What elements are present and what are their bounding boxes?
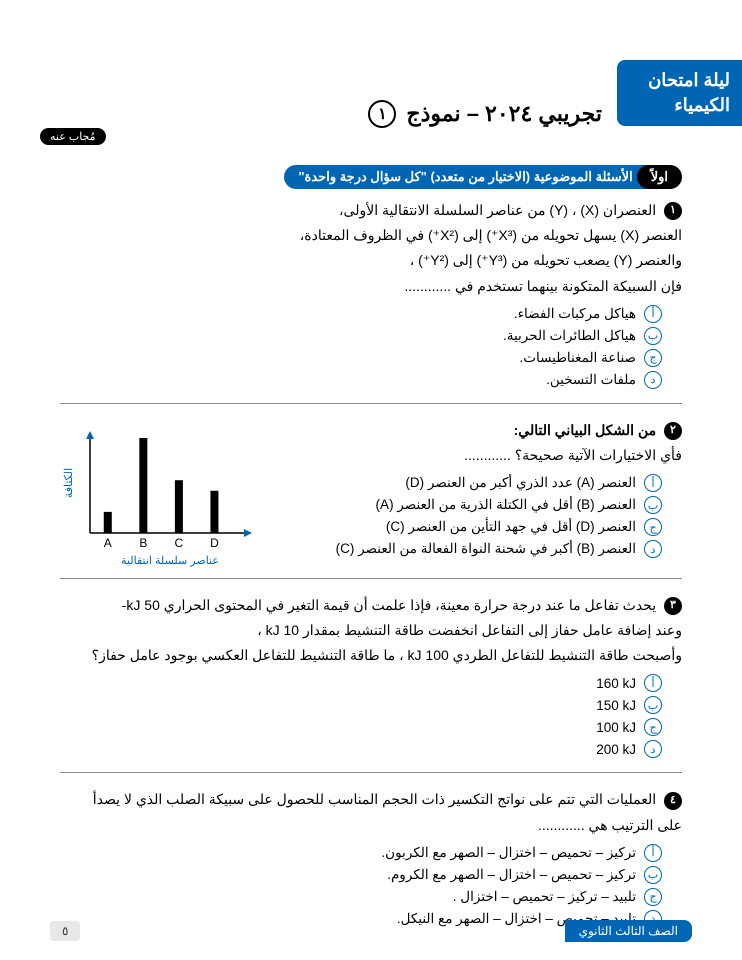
q3-text: ٣ يحدث تفاعل ما عند درجة حرارة معينة، فإ… <box>60 593 682 669</box>
section-label-dark: اولاً <box>637 165 682 189</box>
footer: الصف الثالث الثانوي ٥ <box>0 920 742 942</box>
opt-letter: ج <box>644 349 662 367</box>
q2-options: أ العنصر (A) عدد الذري أكبر من العنصر (D)… <box>280 474 682 558</box>
q1-option-b[interactable]: ب هياكل الطائرات الحربية. <box>60 327 662 345</box>
q3-option-b[interactable]: ب 150 kJ <box>60 696 662 714</box>
svg-text:D: D <box>210 536 219 550</box>
q1-option-d[interactable]: د ملفات التسخين. <box>60 371 662 389</box>
q1-text: ١ العنصران (X) ، (Y) من عناصر السلسلة ال… <box>60 198 682 299</box>
svg-text:A: A <box>104 536 112 550</box>
opt-letter: ب <box>644 496 662 514</box>
bar-chart: A B C D عناصر سلسلة انتقالية الكثافة <box>60 418 260 568</box>
q2-number: ٢ <box>664 422 682 440</box>
q2-sub: فأي الاختيارات الآتية صحيحة؟ ...........… <box>464 447 682 463</box>
q4-opt-a-text: تركيز – تحميص – اختزال – الصهر مع الكربو… <box>381 845 636 861</box>
q3-line3: وأصبحت طاقة التنشيط للتفاعل الطردي kJ 10… <box>92 647 682 663</box>
q2-title: من الشكل البياني التالي: <box>514 422 656 438</box>
q1-options: أ هياكل مركبات الفضاء. ب هياكل الطائرات ال… <box>60 305 682 389</box>
q3-option-d[interactable]: د 200 kJ <box>60 740 662 758</box>
content-area: ١ العنصران (X) ، (Y) من عناصر السلسلة ال… <box>60 198 682 956</box>
question-2: ٢ من الشكل البياني التالي: فأي الاختيارا… <box>60 418 682 579</box>
q2-option-c[interactable]: ج العنصر (D) أقل في جهد التأين من العنصر … <box>280 518 662 536</box>
q2-opt-a-text: العنصر (A) عدد الذري أكبر من العنصر (D) <box>405 475 636 491</box>
opt-letter: أ <box>644 305 662 323</box>
opt-letter: ب <box>644 696 662 714</box>
footer-page: ٥ <box>50 921 80 941</box>
svg-text:الكثافة: الكثافة <box>63 468 75 498</box>
q1-line4: فإن السبيكة المتكونة بينهما تستخدم في ..… <box>404 278 682 294</box>
question-4: ٤ العمليات التي تتم على نواتج التكسير ذا… <box>60 787 682 941</box>
q2-option-d[interactable]: د العنصر (B) أكبر في شحنة النواة الفعالة … <box>280 540 662 558</box>
q1-opt-d-text: ملفات التسخين. <box>546 372 636 388</box>
q2-option-b[interactable]: ب العنصر (B) أقل في الكتلة الذرية من العن… <box>280 496 662 514</box>
q1-number: ١ <box>664 202 682 220</box>
q4-line1: العمليات التي تتم على نواتج التكسير ذات … <box>93 791 656 807</box>
q3-option-c[interactable]: ج 100 kJ <box>60 718 662 736</box>
bar-chart-svg: A B C D عناصر سلسلة انتقالية الكثافة <box>60 418 260 568</box>
page-title-row: تجريبي ٢٠٢٤ – نموذج ١ <box>60 100 602 128</box>
side-tab: ليلة امتحان الكيمياء <box>617 60 742 126</box>
q3-opt-a-text: 160 kJ <box>596 676 636 691</box>
title-model-number: ١ <box>368 100 396 128</box>
q4-options: أ تركيز – تحميص – اختزال – الصهر مع الكرب… <box>60 844 682 928</box>
opt-letter: ب <box>644 866 662 884</box>
q3-opt-b-text: 150 kJ <box>596 698 636 713</box>
q4-line2: على الترتيب هي ............ <box>538 817 682 833</box>
svg-text:B: B <box>139 536 147 550</box>
opt-letter: د <box>644 740 662 758</box>
question-3: ٣ يحدث تفاعل ما عند درجة حرارة معينة، فإ… <box>60 593 682 774</box>
q2-text: ٢ من الشكل البياني التالي: فأي الاختيارا… <box>280 418 682 468</box>
q2-option-a[interactable]: أ العنصر (A) عدد الذري أكبر من العنصر (D) <box>280 474 662 492</box>
opt-letter: ج <box>644 888 662 906</box>
opt-letter: د <box>644 540 662 558</box>
q4-opt-c-text: تلبيد – تركيز – تحميص – اختزال . <box>453 889 636 905</box>
q3-opt-c-text: 100 kJ <box>596 720 636 735</box>
answered-badge: مُجاب عنه <box>40 128 106 145</box>
q1-opt-a-text: هياكل مركبات الفضاء. <box>514 306 636 322</box>
title-main: تجريبي ٢٠٢٤ – نموذج <box>406 101 602 127</box>
q2-opt-d-text: العنصر (B) أكبر في شحنة النواة الفعالة م… <box>336 541 636 557</box>
q3-option-a[interactable]: أ 160 kJ <box>60 674 662 692</box>
footer-grade: الصف الثالث الثانوي <box>565 920 692 942</box>
side-tab-line2: الكيمياء <box>629 93 730 118</box>
opt-letter: د <box>644 371 662 389</box>
svg-text:عناصر سلسلة انتقالية: عناصر سلسلة انتقالية <box>121 555 219 567</box>
q2-opt-b-text: العنصر (B) أقل في الكتلة الذرية من العنص… <box>376 497 636 513</box>
side-tab-line1: ليلة امتحان <box>629 68 730 93</box>
opt-letter: أ <box>644 674 662 692</box>
opt-letter: أ <box>644 844 662 862</box>
q1-line2: العنصر (X) يسهل تحويله من (X³⁺) إلى (X²⁺… <box>300 227 682 243</box>
q1-line3: والعنصر (Y) يصعب تحويله من (Y³⁺) إلى (Y²… <box>410 252 682 268</box>
opt-letter: ج <box>644 718 662 736</box>
q4-opt-b-text: تركيز – تحميص – اختزال – الصهر مع الكروم… <box>387 867 636 883</box>
q4-option-a[interactable]: أ تركيز – تحميص – اختزال – الصهر مع الكرب… <box>60 844 662 862</box>
section-label-blue: الأسئلة الموضوعية (الاختيار من متعدد) "ك… <box>284 165 650 189</box>
opt-letter: ب <box>644 327 662 345</box>
q1-opt-b-text: هياكل الطائرات الحربية. <box>503 328 636 344</box>
opt-letter: ج <box>644 518 662 536</box>
q3-number: ٣ <box>664 597 682 615</box>
q4-option-b[interactable]: ب تركيز – تحميص – اختزال – الصهر مع الكرو… <box>60 866 662 884</box>
section-header: اولاً الأسئلة الموضوعية (الاختيار من متع… <box>284 165 682 189</box>
opt-letter: أ <box>644 474 662 492</box>
q3-options: أ 160 kJ ب 150 kJ ج 100 kJ د 200 kJ <box>60 674 682 758</box>
q4-text: ٤ العمليات التي تتم على نواتج التكسير ذا… <box>60 787 682 837</box>
q1-option-c[interactable]: ج صناعة المغناطيسات. <box>60 349 662 367</box>
svg-text:C: C <box>175 536 184 550</box>
q4-option-c[interactable]: ج تلبيد – تركيز – تحميص – اختزال . <box>60 888 662 906</box>
q3-opt-d-text: 200 kJ <box>596 742 636 757</box>
q4-number: ٤ <box>664 792 682 810</box>
q3-line1: يحدث تفاعل ما عند درجة حرارة معينة، فإذا… <box>122 597 656 613</box>
q1-opt-c-text: صناعة المغناطيسات. <box>520 350 637 366</box>
q2-opt-c-text: العنصر (D) أقل في جهد التأين من العنصر (… <box>386 519 636 535</box>
q3-line2: وعند إضافة عامل حفاز إلى التفاعل انخفضت … <box>257 622 682 638</box>
q1-line1: العنصران (X) ، (Y) من عناصر السلسلة الان… <box>339 202 656 218</box>
question-1: ١ العنصران (X) ، (Y) من عناصر السلسلة ال… <box>60 198 682 404</box>
q1-option-a[interactable]: أ هياكل مركبات الفضاء. <box>60 305 662 323</box>
